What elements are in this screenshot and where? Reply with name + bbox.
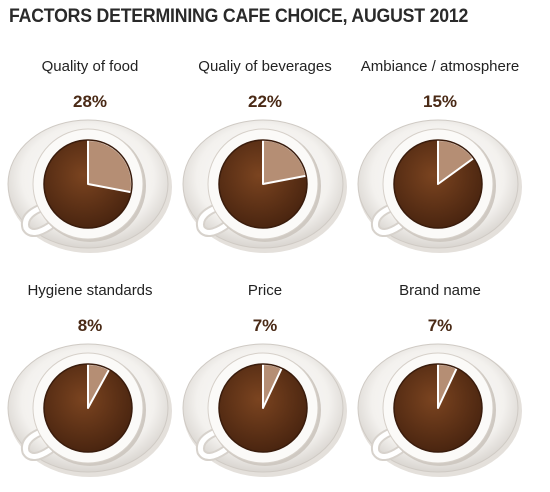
percent-label: 22% [247, 92, 283, 111]
cup-handle-highlight [372, 427, 403, 459]
category-label: Brand name [399, 282, 481, 299]
cup-handle-highlight [22, 427, 53, 459]
coffee-cup-pie [182, 343, 347, 477]
cup-chart-hygiene: Hygiene standards 8% [0, 282, 180, 492]
coffee-cup-pie [357, 119, 522, 253]
coffee-cup-pie [7, 119, 172, 253]
coffee-edge [393, 139, 483, 229]
coffee-edge [218, 363, 308, 453]
cup-chart-ambiance: Ambiance / atmosphere 15% [350, 58, 530, 268]
cup-handle-highlight [372, 203, 403, 235]
cup-chart-price: Price 7% [175, 282, 355, 492]
cup-chart-quality-of-beverages: Qualiy of beverages 22% [175, 58, 355, 268]
percent-label: 8% [77, 316, 103, 335]
category-label: Qualiy of beverages [198, 58, 332, 75]
category-label: Ambiance / atmosphere [360, 58, 520, 75]
cup-chart-quality-of-food: Quality of food 28% [0, 58, 180, 268]
percent-label: 7% [427, 316, 453, 335]
coffee-edge [393, 363, 483, 453]
coffee-cup-pie [182, 119, 347, 253]
cup-handle-highlight [197, 427, 228, 459]
cup-handle-highlight [197, 203, 228, 235]
cup-chart-brand-name: Brand name 7% [350, 282, 530, 492]
category-label: Price [247, 282, 283, 299]
coffee-cup-pie [7, 343, 172, 477]
coffee-edge [218, 139, 308, 229]
percent-label: 28% [72, 92, 108, 111]
percent-label: 7% [252, 316, 278, 335]
chart-title: FACTORS DETERMINING CAFE CHOICE, AUGUST … [9, 6, 469, 27]
category-label: Quality of food [41, 58, 139, 75]
category-label: Hygiene standards [27, 282, 153, 299]
percent-label: 15% [422, 92, 458, 111]
coffee-cup-pie [357, 343, 522, 477]
coffee-edge [43, 139, 133, 229]
cup-handle-highlight [22, 203, 53, 235]
coffee-edge [43, 363, 133, 453]
